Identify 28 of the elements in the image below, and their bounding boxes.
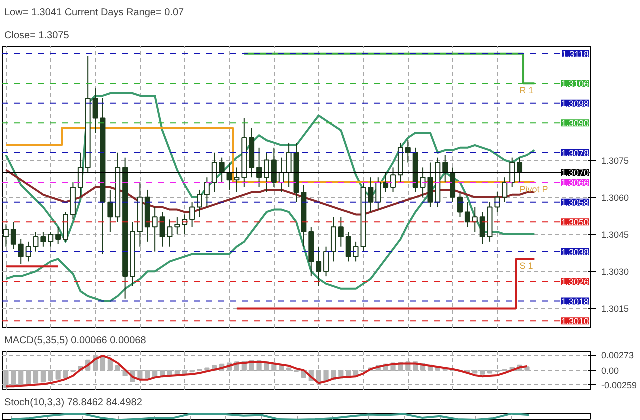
ref-line-label: 1.3050 [561, 218, 590, 228]
ref-line-label: 1.3026 [561, 277, 590, 287]
y-tick-label: 1.3045 [602, 230, 630, 240]
chart-title: Stoch(10,3,3) 78.8462 84.4982 [4, 398, 143, 408]
ref-line-label: 1.3098 [561, 98, 590, 109]
ref-line-label: 1.3090 [561, 118, 590, 129]
ref-line-label: 1.3018 [561, 296, 590, 307]
chart-title: MACD(5,35,5) 0.00066 0.00068 [4, 336, 147, 346]
ref-line-label: 1.3106 [561, 79, 590, 90]
y-tick-label: 1.3075 [602, 156, 630, 166]
ref-line-label: 1.3078 [561, 148, 590, 158]
chart-title: Low= 1.3041 Current Days Range= 0.07 [4, 8, 184, 18]
ref-line-label: 1.3010 [561, 316, 590, 327]
annotation: S 1 [520, 261, 534, 272]
annotation: R 1 [520, 86, 534, 96]
y-tick-label: 1.3015 [602, 304, 630, 314]
chart-subtitle: Close= 1.3075 [4, 30, 70, 42]
annotation: Pivot P [520, 184, 548, 195]
y-tick-label: 0.00 [602, 366, 620, 376]
ref-line-label: 1.3070 [561, 168, 590, 178]
y-tick-label: 0.00273 [602, 350, 634, 361]
ref-line-label: 1.3066 [561, 178, 590, 188]
y-tick-label: -0.00259 [602, 380, 638, 390]
ref-line-label: 1.3058 [561, 198, 590, 208]
y-tick-label: 1.3030 [602, 267, 630, 278]
ref-line-label: 1.3118 [562, 49, 590, 60]
y-tick-label: 1.3060 [602, 192, 630, 203]
ref-line-label: 1.3038 [561, 247, 590, 258]
